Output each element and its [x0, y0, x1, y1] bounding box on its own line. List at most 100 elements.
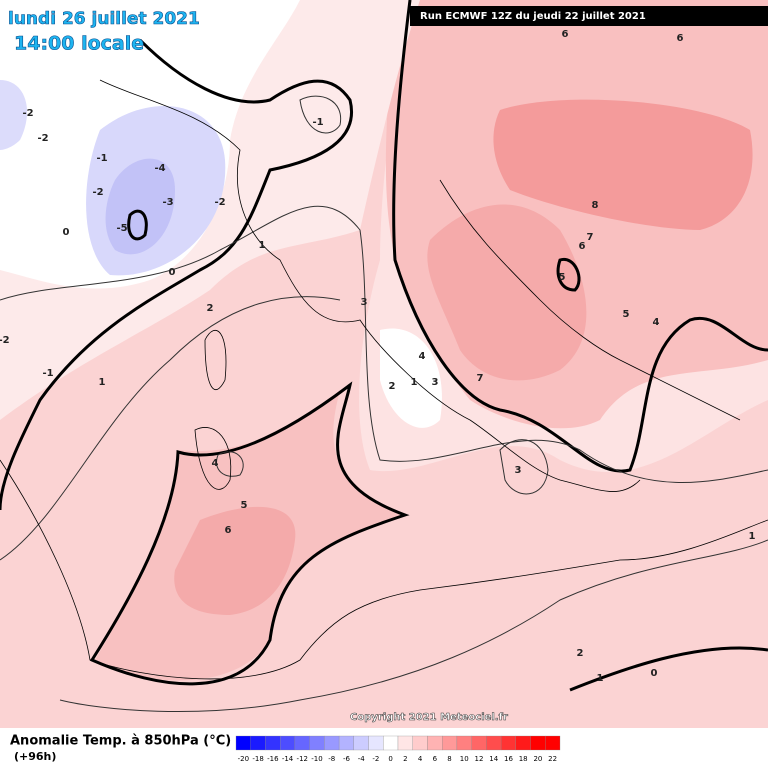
contour-label: 4: [212, 458, 219, 469]
contour-label: 7: [587, 232, 594, 243]
colorbar-swatch: [368, 735, 384, 751]
contour-label: 2: [577, 648, 584, 659]
contour-label: 4: [653, 317, 660, 328]
contour-label: -2: [22, 108, 33, 119]
colorbar-tick-label: -18: [252, 755, 263, 763]
colorbar-swatch: [456, 735, 472, 751]
colorbar: -20 -18 -16 -14 -12 -10 -8 -6 -4 -2 0 2 4 6 8 10 12 14 16 1…: [235, 735, 561, 763]
contour-label: -1: [96, 153, 107, 164]
colorbar-tick-label: 10: [460, 755, 469, 763]
colorbar-tick-label: 16: [504, 755, 513, 763]
contour-label: -3: [162, 197, 173, 208]
colorbar-tick-label: 6: [433, 755, 438, 763]
contour-label: 0: [63, 227, 70, 238]
contour-label: -4: [154, 163, 165, 174]
colorbar-tick-label: 4: [418, 755, 423, 763]
colorbar-swatch: [442, 735, 458, 751]
contour-label: 0: [651, 668, 658, 679]
contour-label: -1: [312, 117, 323, 128]
colorbar-swatch: [471, 735, 487, 751]
colorbar-swatch: [309, 735, 325, 751]
contour-label: -1: [42, 368, 53, 379]
thick-contours: [0, 0, 768, 692]
contour-label: 6: [579, 241, 586, 252]
colorbar-tick-label: 12: [475, 755, 484, 763]
colorbar-tick-label: 18: [519, 755, 528, 763]
colorbar-swatch: [397, 735, 413, 751]
legend-horizon: (+96h): [14, 750, 56, 763]
colorbar-tick-label: -14: [282, 755, 294, 763]
colorbar-tick-label: 20: [533, 755, 542, 763]
contour-label: -2: [37, 133, 48, 144]
colorbar-tick-label: -12: [297, 755, 308, 763]
colorbar-swatch: [486, 735, 502, 751]
time: 14:00 locale: [14, 33, 144, 55]
colorbar-swatch: [235, 735, 251, 751]
anomaly-zone: [493, 99, 753, 230]
contour-label: 0: [169, 267, 176, 278]
contour-label: 1: [411, 377, 418, 388]
contour-label: 6: [677, 33, 684, 44]
contour-label: 5: [559, 272, 566, 283]
colorbar-swatch: [353, 735, 369, 751]
contour-label: 2: [207, 303, 214, 314]
colorbar-swatch: [500, 735, 516, 751]
anomaly-zone: [0, 80, 28, 150]
contour-label: 7: [477, 373, 484, 384]
run-banner: [410, 6, 768, 26]
contour-label: -2: [0, 335, 10, 346]
contour-label: 2: [389, 381, 396, 392]
colorbar-tick-label: -16: [267, 755, 279, 763]
colorbar-swatch: [412, 735, 428, 751]
colorbar-swatch: [545, 735, 561, 751]
colorbar-swatch: [250, 735, 266, 751]
contour-labels: -2-2-1-2-3-4-50-2-1012-11-23421376687655…: [0, 29, 756, 684]
colorbar-swatch: [265, 735, 281, 751]
copyright: Copyright 2021 Meteociel.fr: [350, 712, 508, 723]
colorbar-tick-label: -8: [328, 755, 335, 763]
colorbar-tick-label: -6: [343, 755, 351, 763]
colorbar-tick-label: 0: [388, 755, 392, 763]
colorbar-swatch: [280, 735, 296, 751]
colorbar-swatch: [294, 735, 310, 751]
anomaly-zone: [427, 204, 587, 381]
colorbar-tick-label: -10: [311, 755, 322, 763]
contour-label: -5: [116, 223, 127, 234]
contour-label: 5: [623, 309, 630, 320]
contour-label: 6: [562, 29, 569, 40]
date: lundi 26 juillet 2021: [8, 9, 200, 29]
contour-label: 3: [432, 377, 439, 388]
colorbar-swatch: [383, 735, 399, 751]
coastlines: [0, 79, 768, 680]
colorbar-swatch: [530, 735, 546, 751]
contour-label: -2: [92, 187, 103, 198]
anomaly-zone: [174, 506, 296, 615]
contour-label: 3: [361, 297, 368, 308]
contour-label: 8: [592, 200, 599, 211]
legend-title: Anomalie Temp. à 850hPa (°C): [10, 734, 231, 749]
contour-label: 1: [597, 673, 604, 684]
colorbar-swatch: [515, 735, 531, 751]
run-info: Run ECMWF 12Z du jeudi 22 juillet 2021: [420, 11, 646, 22]
colorbar-swatch: [338, 735, 354, 751]
colorbar-tick-label: 22: [548, 755, 557, 763]
thin-contours: [0, 95, 768, 713]
contour-label: 6: [225, 525, 232, 536]
colorbar-tick-label: 8: [447, 755, 451, 763]
colorbar-tick-label: -4: [358, 755, 366, 763]
contour-label: -2: [214, 197, 225, 208]
colorbar-swatch: [427, 735, 443, 751]
contour-label: 5: [241, 500, 248, 511]
colorbar-tick-label: -2: [372, 755, 379, 763]
contour-label: 1: [259, 240, 266, 251]
contour-label: 3: [515, 465, 522, 476]
colorbar-tick-label: 2: [403, 755, 407, 763]
anomaly-zone: [105, 158, 175, 255]
contour-label: 4: [419, 351, 426, 362]
contour-label: 1: [99, 377, 106, 388]
colorbar-swatch: [324, 735, 340, 751]
colorbar-tick-label: 14: [489, 755, 498, 763]
anomaly-zone: [380, 328, 442, 428]
contour-label: 1: [749, 531, 756, 542]
